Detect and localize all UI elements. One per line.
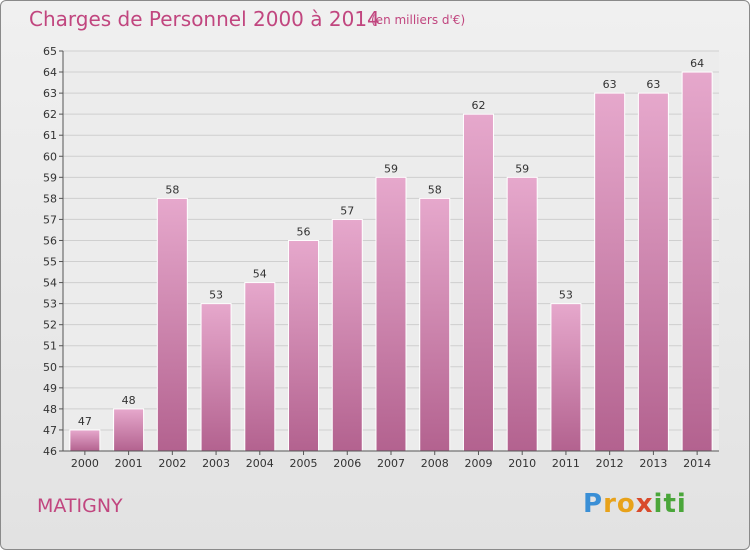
chart-unit-note: (en milliers d'€) xyxy=(371,13,466,27)
x-tick-label: 2000 xyxy=(71,457,99,470)
y-tick-label: 51 xyxy=(43,340,57,353)
x-tick-label: 2013 xyxy=(639,457,667,470)
bar-value-label: 59 xyxy=(384,162,398,175)
bar xyxy=(594,92,626,452)
x-tick-label: 2007 xyxy=(377,457,405,470)
y-tick-label: 48 xyxy=(43,403,57,416)
bar xyxy=(288,239,320,452)
y-tick-label: 52 xyxy=(43,319,57,332)
x-tick-label: 2009 xyxy=(464,457,492,470)
y-tick-label: 49 xyxy=(43,382,57,395)
logo-letter: i xyxy=(676,489,687,519)
commune-name: MATIGNY xyxy=(37,495,123,517)
bar xyxy=(244,282,276,452)
x-tick-label: 2006 xyxy=(333,457,361,470)
bar-value-label: 63 xyxy=(603,78,617,91)
y-tick-label: 65 xyxy=(43,45,57,58)
logo-letter: x xyxy=(635,489,654,519)
bars: 47 48 58 53 54 56 57 59 58 62 59 53 63 63 64 xyxy=(69,57,713,452)
y-tick-label: 54 xyxy=(43,277,57,290)
bar xyxy=(375,176,407,452)
bar-value-label: 56 xyxy=(297,225,311,238)
bar-value-label: 48 xyxy=(122,394,136,407)
bar xyxy=(69,429,101,452)
bar-value-label: 53 xyxy=(209,289,223,302)
x-tick-label: 2003 xyxy=(202,457,230,470)
y-tick-label: 60 xyxy=(43,150,57,163)
y-tick-label: 62 xyxy=(43,108,57,121)
chart-title: Charges de Personnel 2000 à 2014 xyxy=(29,7,380,31)
x-tick-label: 2001 xyxy=(115,457,143,470)
bar xyxy=(113,408,145,452)
proxiti-logo[interactable]: Proxiti xyxy=(583,489,687,519)
x-tick-label: 2004 xyxy=(246,457,274,470)
bar-value-label: 54 xyxy=(253,268,267,281)
y-tick-label: 57 xyxy=(43,213,57,226)
x-tick-label: 2012 xyxy=(596,457,624,470)
y-tick-label: 63 xyxy=(43,87,57,100)
y-tick-label: 50 xyxy=(43,361,57,374)
x-tick-label: 2005 xyxy=(290,457,318,470)
y-tick-label: 59 xyxy=(43,171,57,184)
logo-letter: i xyxy=(653,489,664,519)
bar-value-label: 58 xyxy=(428,183,442,196)
axes: 46 47 48 49 50 51 52 53 54 55 56 57 58 59 60 61 62 63 64 65… xyxy=(43,45,719,470)
x-tick-label: 2002 xyxy=(158,457,186,470)
bar xyxy=(156,197,188,452)
bar xyxy=(681,71,713,452)
bar xyxy=(506,176,538,452)
bar-value-label: 53 xyxy=(559,289,573,302)
bar xyxy=(419,197,451,452)
y-tick-label: 46 xyxy=(43,445,57,458)
x-tick-label: 2008 xyxy=(421,457,449,470)
bar xyxy=(550,303,582,452)
bar xyxy=(331,218,363,452)
y-tick-label: 55 xyxy=(43,256,57,269)
bar xyxy=(200,303,232,452)
y-tick-label: 58 xyxy=(43,192,57,205)
logo-letter: t xyxy=(663,489,677,519)
bar xyxy=(462,113,494,452)
y-tick-label: 64 xyxy=(43,66,57,79)
bar-value-label: 64 xyxy=(690,57,704,70)
bar-value-label: 58 xyxy=(165,183,179,196)
y-tick-label: 47 xyxy=(43,424,57,437)
bar-value-label: 63 xyxy=(646,78,660,91)
x-tick-label: 2014 xyxy=(683,457,711,470)
x-tick-label: 2010 xyxy=(508,457,536,470)
bar-value-label: 57 xyxy=(340,204,354,217)
logo-letter: o xyxy=(616,489,636,519)
y-tick-label: 56 xyxy=(43,234,57,247)
logo-letter: r xyxy=(603,489,617,519)
y-tick-label: 61 xyxy=(43,129,57,142)
bar xyxy=(637,92,669,452)
y-tick-label: 53 xyxy=(43,298,57,311)
bar-value-label: 62 xyxy=(471,99,485,112)
x-tick-label: 2011 xyxy=(552,457,580,470)
bar-value-label: 59 xyxy=(515,162,529,175)
bar-value-label: 47 xyxy=(78,415,92,428)
logo-letter: P xyxy=(583,489,604,519)
